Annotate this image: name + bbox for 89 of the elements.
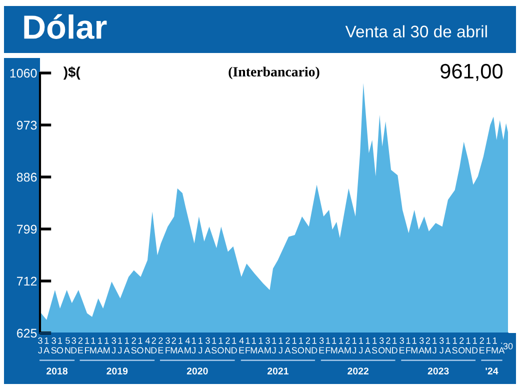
x-tick-label: 2 M bbox=[170, 337, 177, 354]
x-tick-label: 1 J bbox=[432, 338, 437, 354]
x-tick-label: 1 D bbox=[392, 338, 398, 354]
x-tick-label: 1 M bbox=[331, 338, 338, 354]
y-tick-label: 1060 bbox=[10, 68, 37, 78]
x-tick-label: 2 D bbox=[151, 337, 157, 354]
x-tick-label: 3 E bbox=[400, 337, 404, 354]
x-tick-label: 3 F bbox=[166, 337, 170, 354]
x-tick-label: 1 M bbox=[90, 338, 96, 354]
x-tick-label: 2 O bbox=[458, 337, 465, 354]
x-tick-label: 3 A bbox=[418, 337, 425, 354]
x-tick-label: 3 J bbox=[112, 337, 116, 354]
chart-title: Dólar bbox=[24, 14, 107, 39]
x-tick-label: 1 D bbox=[312, 338, 318, 354]
x-tick-label: 2 N bbox=[225, 337, 230, 354]
x-tick-label: 1 M bbox=[492, 338, 498, 354]
x-tick-label: 1 M bbox=[250, 338, 257, 354]
x-tick-label: 1 J bbox=[358, 338, 364, 354]
x-tick-label: 1 S bbox=[452, 338, 458, 354]
x-tick-label: 1 A bbox=[124, 338, 130, 354]
x-tick-label: 3 M bbox=[264, 337, 271, 354]
x-tick-label: 1 F bbox=[486, 338, 491, 354]
x-tick-label: 4 N bbox=[145, 338, 150, 354]
x-tick-label: 2 A bbox=[284, 337, 291, 354]
x-tick-label: 1 S bbox=[212, 338, 217, 354]
x-tick-label: 1 A bbox=[364, 338, 371, 354]
x-tick-label: 1 A bbox=[444, 338, 451, 354]
x-tick-label: 1 J bbox=[192, 338, 196, 354]
y-tick-label: 799 bbox=[17, 224, 37, 234]
x-tick-label: 2 S bbox=[131, 337, 136, 354]
x-tick-label: 1 O bbox=[218, 338, 224, 354]
y-tick-label: 973 bbox=[16, 120, 37, 130]
x-tick-label: 4 E bbox=[239, 338, 244, 354]
x-tick-label: 2 N bbox=[305, 337, 310, 354]
x-tick-label: 1 J bbox=[198, 338, 203, 354]
x-tick-label: 1 S bbox=[372, 338, 378, 354]
x-tick-label: 1 M bbox=[104, 338, 110, 354]
x-tick-label: 3 D bbox=[71, 337, 77, 354]
text: '24 bbox=[486, 368, 498, 374]
x-tick-label: 3 A bbox=[204, 337, 211, 354]
x-tick-label: 5 N bbox=[65, 338, 70, 354]
x-tick-label: 30 bbox=[503, 342, 513, 350]
x-tick-label: 4 M bbox=[184, 338, 191, 354]
x-tick-label: 1 J bbox=[118, 338, 122, 354]
x-tick-label: 1 O bbox=[56, 338, 64, 354]
x-tick-label: 1 J bbox=[272, 338, 276, 354]
x-tick-label: 1 D bbox=[472, 338, 478, 354]
x-tick-label: 1 F bbox=[85, 338, 90, 354]
text: 2018 bbox=[46, 368, 68, 374]
x-tick-label: 2 N bbox=[386, 337, 391, 354]
x-tick-label: 1 A bbox=[338, 338, 344, 354]
x-tick-label: 1 F bbox=[326, 338, 330, 354]
x-tick-label: 1 O bbox=[137, 338, 144, 354]
x-tick-label: 2 E bbox=[78, 337, 84, 354]
x-tick-label: 3 J bbox=[38, 337, 42, 354]
x-tick-label: 1 F bbox=[246, 338, 250, 354]
x-tick-label: 1 J bbox=[278, 338, 283, 354]
x-tick-label: 1 A bbox=[44, 338, 50, 354]
x-tick-label: 1 A bbox=[258, 338, 264, 354]
x-tick-label: 1 O bbox=[298, 338, 304, 354]
annotation: (Interbancario) bbox=[228, 66, 320, 80]
x-tick-label: 2 M bbox=[424, 337, 432, 354]
x-tick-label: 1 M bbox=[411, 338, 418, 354]
y-axis-title: )$( bbox=[63, 66, 80, 80]
text: 2022 bbox=[348, 368, 369, 374]
text: 2023 bbox=[428, 368, 449, 375]
x-tick-label: 3 E bbox=[319, 337, 324, 354]
x-tick-label: 1 S bbox=[292, 338, 297, 354]
x-tick-label: 2 E bbox=[158, 337, 164, 354]
y-tick-label: 712 bbox=[17, 276, 37, 286]
y-tick-label: 886 bbox=[16, 172, 37, 182]
annotation: 961,00 bbox=[440, 64, 503, 82]
chart-subtitle: Venta al 30 de abril bbox=[345, 25, 487, 38]
text: 2019 bbox=[106, 368, 128, 374]
x-tick-label: 1 D bbox=[232, 338, 237, 354]
x-tick-label: 3 J bbox=[439, 337, 444, 354]
x-tick-label: . A bbox=[498, 342, 505, 354]
text: 2021 bbox=[267, 368, 288, 374]
x-tick-label: 1 F bbox=[406, 338, 411, 354]
x-tick-label: 1 A bbox=[97, 338, 104, 354]
x-tick-label: 1 J bbox=[352, 338, 356, 354]
x-tick-label: 3 O bbox=[378, 337, 385, 354]
x-tick-label: 3 S bbox=[51, 337, 56, 354]
x-tick-label: 2 E bbox=[480, 337, 484, 354]
y-tick-label: 625 bbox=[17, 328, 37, 338]
x-tick-label: 1 A bbox=[177, 338, 184, 354]
x-tick-label: 1 N bbox=[466, 338, 471, 354]
x-tick-label: 2 M bbox=[344, 337, 351, 354]
text: 2020 bbox=[186, 368, 208, 374]
